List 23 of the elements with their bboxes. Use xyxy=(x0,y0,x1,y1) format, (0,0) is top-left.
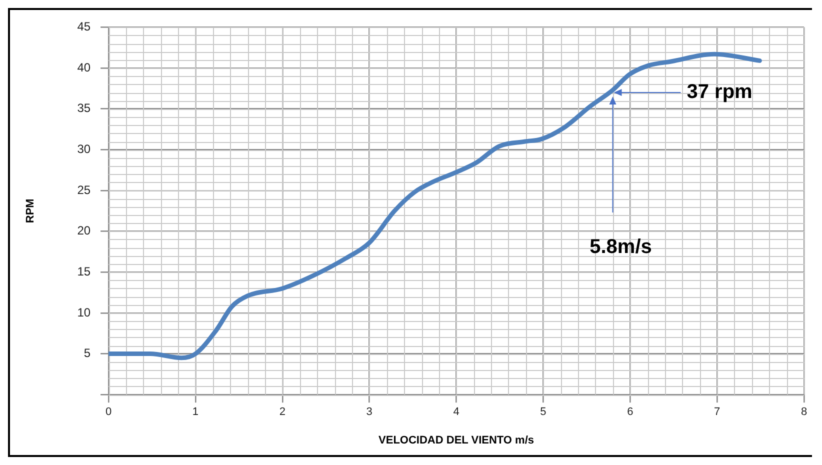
x-tick-label: 4 xyxy=(453,406,460,418)
x-tick-label: 3 xyxy=(366,406,372,418)
x-tick-label: 0 xyxy=(105,406,112,418)
y-tick-label: 35 xyxy=(77,101,91,116)
x-tick-label: 8 xyxy=(800,406,808,418)
y-tick-label: 10 xyxy=(77,305,91,320)
line-series xyxy=(108,52,762,360)
y-tick-label: 5 xyxy=(84,346,91,360)
x-axis-title: VELOCIDAD DEL VIENTO m/s xyxy=(378,434,534,446)
y-axis-title: RPM xyxy=(24,198,37,224)
x-tick-label: 7 xyxy=(714,406,720,418)
annotation: 37 rpm xyxy=(686,81,752,104)
annotation: 5.8m/s xyxy=(590,236,652,258)
y-tick-label: 25 xyxy=(77,182,91,197)
x-tick-label: 2 xyxy=(279,406,286,418)
x-tick-label: 5 xyxy=(540,406,546,418)
y-tick-label: 45 xyxy=(77,20,91,34)
y-tick-label: 40 xyxy=(77,60,91,74)
y-tick-label: 30 xyxy=(77,142,91,156)
x-tick-label: 6 xyxy=(627,406,634,418)
y-tick-label: 20 xyxy=(77,224,91,238)
y-tick-label: 15 xyxy=(77,264,91,278)
x-tick-label: 1 xyxy=(192,406,199,418)
